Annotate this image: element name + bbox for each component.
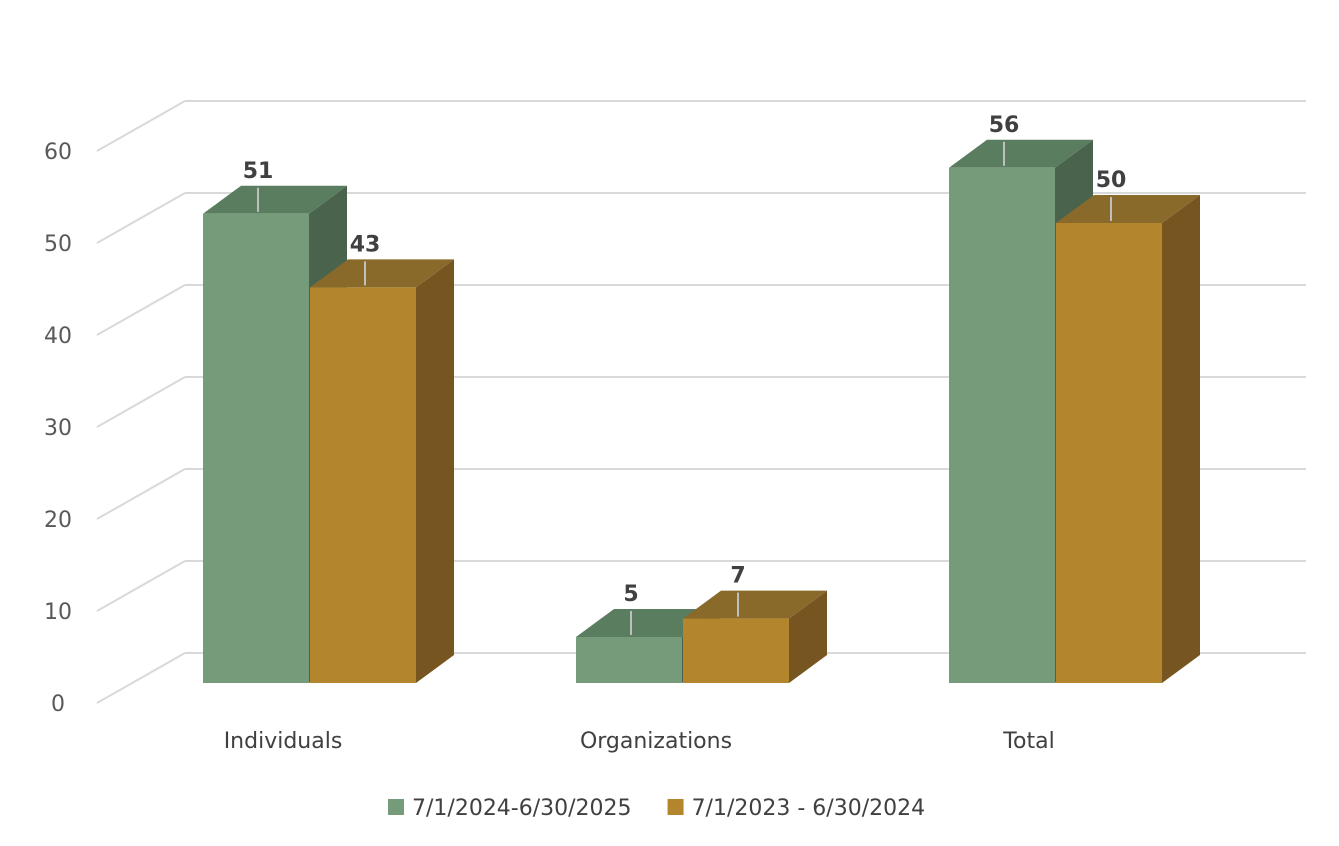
data-label: 56	[989, 113, 1020, 138]
y-tick-label: 30	[44, 416, 72, 441]
y-tick-label: 40	[44, 324, 72, 349]
legend-label: 7/1/2023 - 6/30/2024	[692, 796, 926, 821]
y-axis: 0 10 20 30 40 50 60	[44, 140, 72, 717]
gridline-side-30	[96, 376, 186, 428]
data-label: 5	[623, 582, 638, 607]
bar-side-total-s1	[1162, 195, 1200, 683]
y-tick-label: 20	[44, 508, 72, 533]
x-axis: Individuals Organizations Total	[224, 729, 1055, 754]
bar-total-s0	[949, 167, 1055, 684]
bars	[203, 139, 1200, 684]
x-category-label: Organizations	[580, 729, 732, 754]
y-tick-label: 60	[44, 140, 72, 165]
x-category-label: Individuals	[224, 729, 343, 754]
x-category-label: Total	[1002, 729, 1054, 754]
gridline-side-60	[96, 100, 186, 152]
data-labels: 51 43 5 7 56 50	[243, 113, 1127, 635]
y-tick-label: 50	[44, 232, 72, 257]
data-label: 50	[1096, 168, 1127, 193]
legend: 7/1/2024-6/30/2025 7/1/2023 - 6/30/2024	[388, 796, 925, 821]
gridline-side-50	[96, 192, 186, 244]
gridline-side-40	[96, 284, 186, 336]
bar-top-organizations-s1	[683, 590, 827, 619]
bar-side-individuals-s1	[416, 259, 454, 683]
bar-side-organizations-s1	[789, 590, 827, 683]
y-tick-label: 0	[51, 692, 65, 717]
data-label: 51	[243, 159, 274, 184]
bar-top-total-s0	[949, 139, 1093, 168]
legend-label: 7/1/2024-6/30/2025	[412, 796, 632, 821]
bar-top-individuals-s0	[203, 185, 347, 214]
y-tick-label: 10	[44, 600, 72, 625]
bar-individuals-s1	[310, 287, 416, 683]
data-label: 7	[730, 564, 745, 589]
bar-individuals-s0	[203, 213, 309, 684]
bar-top-individuals-s1	[310, 259, 454, 288]
gridline-side-0	[96, 652, 186, 704]
gridline-side-20	[96, 468, 186, 520]
data-label: 43	[350, 232, 381, 257]
bar-organizations-s0	[576, 637, 682, 683]
bar-top-total-s1	[1056, 195, 1200, 223]
bar-organizations-s1	[683, 618, 789, 683]
legend-swatch	[667, 799, 684, 815]
bar-total-s1	[1056, 223, 1162, 683]
gridline-side-10	[96, 560, 186, 612]
legend-swatch	[388, 799, 404, 815]
